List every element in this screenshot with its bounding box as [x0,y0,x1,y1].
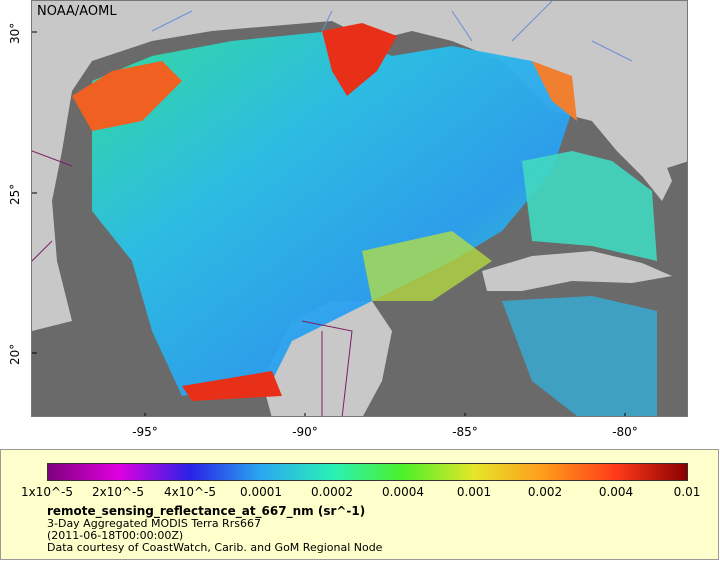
variable-name: remote_sensing_reflectance_at_667_nm (sr… [47,504,366,518]
colorbar-tick-label: 4x10^-5 [163,485,217,499]
colorbar [47,463,688,481]
colorbar-tick-label: 0.0002 [311,485,353,499]
yucatan-shelf [362,231,492,301]
x-tick-label: -90° [292,425,318,439]
y-tick-label: 20° [8,343,22,365]
florida-land [592,111,672,201]
texas-coast-high [72,61,182,131]
colorbar-tick-label: 1x10^-5 [20,485,74,499]
caribbean-reflectance-field [522,151,657,261]
cuba-land [482,251,672,291]
colorbar-tick-label: 0.0001 [240,485,282,499]
louisiana-coast-high [322,23,397,96]
dataset-description: 3-Day Aggregated MODIS Terra Rrs667 [47,517,261,530]
map-panel [31,0,688,417]
map-canvas [32,1,687,416]
colorbar-tick-label: 0.0004 [382,485,424,499]
colorbar-tick-label: 0.002 [527,485,563,499]
colorbar-tick-label: 0.001 [456,485,492,499]
gulf-reflectance-field [92,31,572,396]
caribbean-south-field [502,296,657,416]
credit-label: NOAA/AOML [37,4,117,19]
data-courtesy: Data courtesy of CoastWatch, Carib. and … [47,541,383,554]
florida-coast-high [532,61,577,121]
x-tick-label: -80° [612,425,638,439]
river-lines [151,1,633,62]
colorbar-tick-label: 0.01 [673,485,701,499]
dataset-time: (2011-06-18T00:00:00Z) [47,529,184,542]
north-america-land [32,1,687,331]
colorbar-tick-label: 0.004 [598,485,634,499]
x-tick-label: -85° [452,425,478,439]
y-tick-label: 25° [8,183,22,205]
x-tick-label: -95° [132,425,158,439]
y-tick-label: 30° [8,22,22,44]
axis-ticks [32,31,626,416]
campeche-coast-high [182,371,282,401]
border-lines [32,150,353,416]
colorbar-tick-label: 2x10^-5 [91,485,145,499]
